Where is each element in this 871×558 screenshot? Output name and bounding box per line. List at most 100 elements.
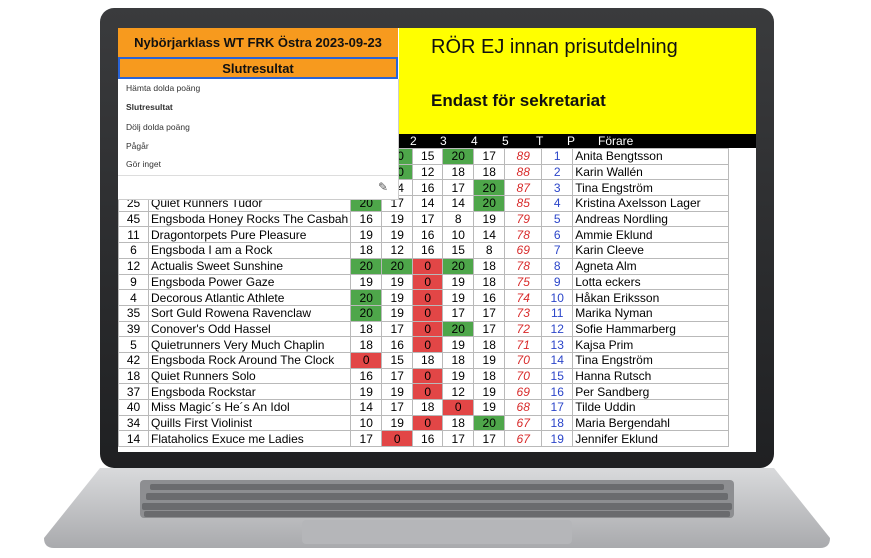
menu-item-hide-hidden[interactable]: Dölj dolda poäng [126,122,190,132]
score-cell[interactable]: 20 [350,257,383,275]
score-cell[interactable]: 16 [412,430,444,448]
menu-item-final-result[interactable]: Slutresultat [126,102,173,112]
score-cell[interactable]: 15 [442,242,475,259]
score-cell[interactable]: 16 [473,289,506,306]
placing-cell[interactable]: 9 [541,273,574,291]
score-cell[interactable]: 19 [442,367,475,385]
score-cell[interactable]: 15 [412,148,444,165]
start-number-cell[interactable]: 40 [118,399,149,416]
total-cell[interactable]: 85 [504,195,543,212]
placing-cell[interactable]: 1 [541,148,574,165]
score-cell[interactable]: 19 [381,210,414,228]
score-cell[interactable]: 0 [412,367,444,385]
total-cell[interactable]: 75 [504,273,543,291]
score-cell[interactable]: 19 [381,289,414,306]
score-cell[interactable]: 18 [442,351,475,369]
score-cell[interactable]: 0 [350,351,383,369]
menu-item-do-nothing[interactable]: Gör inget [126,159,161,169]
placing-cell[interactable]: 8 [541,257,574,275]
score-cell[interactable]: 12 [442,383,475,400]
driver-cell[interactable]: Jennifer Eklund [572,430,730,448]
placing-cell[interactable]: 16 [541,383,574,400]
start-number-cell[interactable]: 14 [118,430,149,448]
score-cell[interactable]: 20 [442,320,475,338]
driver-cell[interactable]: Andreas Nordling [572,210,730,228]
driver-cell[interactable]: Hanna Rutsch [572,367,730,385]
placing-cell[interactable]: 10 [541,289,574,306]
placing-cell[interactable]: 6 [541,226,574,244]
score-cell[interactable]: 17 [381,399,414,416]
driver-cell[interactable]: Tilde Uddin [572,399,730,416]
score-cell[interactable]: 14 [412,195,444,212]
dog-name-cell[interactable]: Conover's Odd Hassel [147,320,352,338]
placing-cell[interactable]: 5 [541,210,574,228]
driver-cell[interactable]: Karin Cleeve [572,242,730,259]
score-cell[interactable]: 8 [473,242,506,259]
placing-cell[interactable]: 18 [541,414,574,432]
driver-cell[interactable]: Håkan Eriksson [572,289,730,306]
score-cell[interactable]: 14 [350,399,383,416]
placing-cell[interactable]: 7 [541,242,574,259]
score-cell[interactable]: 18 [350,336,383,353]
total-cell[interactable]: 78 [504,257,543,275]
score-cell[interactable]: 8 [442,210,475,228]
score-cell[interactable]: 19 [381,414,414,432]
score-cell[interactable]: 19 [473,383,506,400]
score-cell[interactable]: 18 [350,320,383,338]
dog-name-cell[interactable]: Quietrunners Very Much Chaplin [147,336,352,353]
sheet-title[interactable]: Nybörjarklass WT FRK Östra 2023-09-23 [118,28,398,57]
score-cell[interactable]: 19 [473,399,506,416]
score-cell[interactable]: 0 [412,257,444,275]
placing-cell[interactable]: 15 [541,367,574,385]
score-cell[interactable]: 18 [412,351,444,369]
dog-name-cell[interactable]: Engsboda Rockstar [147,383,352,400]
score-cell[interactable]: 19 [350,273,383,291]
total-cell[interactable]: 87 [504,179,543,197]
score-cell[interactable]: 17 [473,148,506,165]
driver-cell[interactable]: Agneta Alm [572,257,730,275]
driver-cell[interactable]: Lotta eckers [572,273,730,291]
dog-name-cell[interactable]: Decorous Atlantic Athlete [147,289,352,306]
total-cell[interactable]: 79 [504,210,543,228]
dog-name-cell[interactable]: Engsboda I am a Rock [147,242,352,259]
pencil-icon[interactable]: ✎ [377,180,388,194]
status-dropdown-cell[interactable]: Slutresultat [118,57,398,79]
driver-cell[interactable]: Sofie Hammarberg [572,320,730,338]
score-cell[interactable]: 20 [473,179,506,197]
score-cell[interactable]: 0 [412,304,444,322]
score-cell[interactable]: 16 [350,367,383,385]
start-number-cell[interactable]: 11 [118,226,149,244]
score-cell[interactable]: 19 [381,383,414,400]
dog-name-cell[interactable]: Engsboda Rock Around The Clock [147,351,352,369]
total-cell[interactable]: 89 [504,148,543,165]
menu-item-ongoing[interactable]: Pågår [126,141,149,151]
score-cell[interactable]: 0 [412,383,444,400]
placing-cell[interactable]: 2 [541,163,574,181]
placing-cell[interactable]: 11 [541,304,574,322]
total-cell[interactable]: 67 [504,414,543,432]
start-number-cell[interactable]: 12 [118,257,149,275]
score-cell[interactable]: 18 [412,399,444,416]
start-number-cell[interactable]: 37 [118,383,149,400]
total-cell[interactable]: 74 [504,289,543,306]
placing-cell[interactable]: 19 [541,430,574,448]
placing-cell[interactable]: 14 [541,351,574,369]
driver-cell[interactable]: Kristina Axelsson Lager [572,195,730,212]
score-cell[interactable]: 20 [381,257,414,275]
score-cell[interactable]: 17 [473,430,506,448]
placing-cell[interactable]: 4 [541,195,574,212]
score-cell[interactable]: 12 [381,242,414,259]
dog-name-cell[interactable]: Dragontorpets Pure Pleasure [147,226,352,244]
score-cell[interactable]: 19 [381,273,414,291]
score-cell[interactable]: 16 [381,336,414,353]
driver-cell[interactable]: Per Sandberg [572,383,730,400]
dog-name-cell[interactable]: Engsboda Honey Rocks The Casbah [147,210,352,228]
dog-name-cell[interactable]: Quiet Runners Solo [147,367,352,385]
score-cell[interactable]: 14 [442,195,475,212]
score-cell[interactable]: 18 [350,242,383,259]
score-cell[interactable]: 18 [473,367,506,385]
dog-name-cell[interactable]: Quills First Violinist [147,414,352,432]
start-number-cell[interactable]: 45 [118,210,149,228]
score-cell[interactable]: 17 [350,430,383,448]
score-cell[interactable]: 14 [473,226,506,244]
